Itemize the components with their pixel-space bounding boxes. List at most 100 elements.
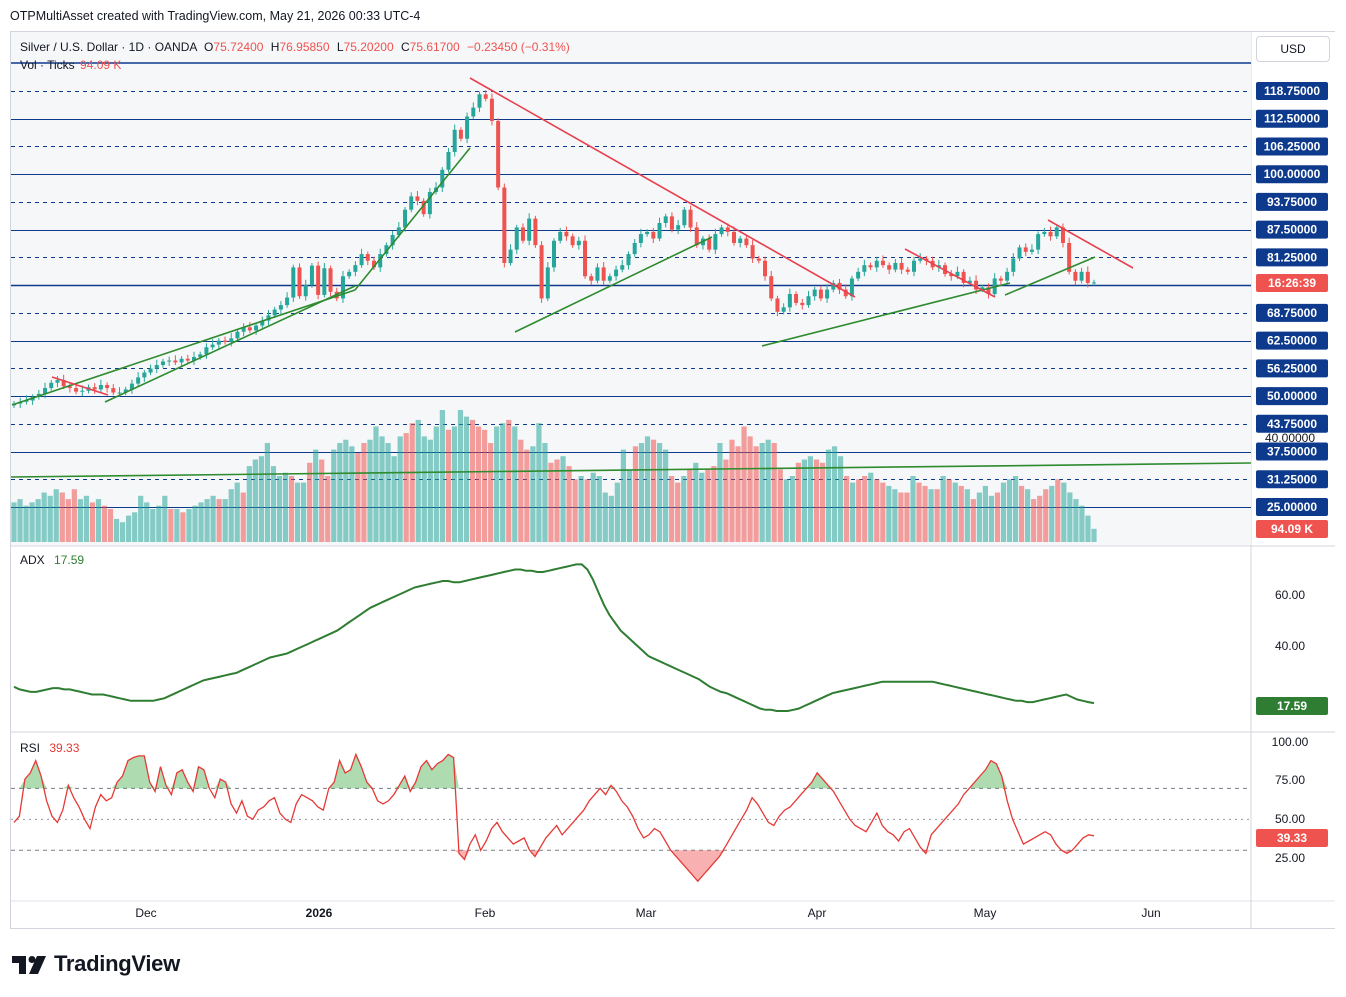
candle-body — [365, 254, 370, 261]
volume-bar — [204, 499, 210, 542]
volume-bar — [602, 492, 608, 542]
volume-bar — [126, 515, 132, 542]
volume-bar — [1043, 489, 1049, 542]
volume-bar — [753, 446, 759, 542]
volume-bar — [850, 482, 856, 542]
candle-body — [552, 240, 556, 268]
volume-bar — [1061, 482, 1067, 542]
candle-body — [24, 400, 29, 402]
volume-bar — [759, 443, 765, 542]
candle-body — [856, 271, 861, 279]
volume-bar — [687, 469, 693, 542]
candle-body — [899, 262, 904, 270]
symbol-title[interactable]: Silver / U.S. Dollar · 1D · OANDA — [20, 40, 197, 54]
volume-bar — [620, 449, 626, 542]
candle-body — [471, 107, 476, 117]
trend-line — [469, 77, 856, 298]
volume-bar — [1025, 489, 1031, 542]
candle-body — [309, 265, 314, 286]
volume-bar — [693, 462, 699, 542]
candle-body — [570, 236, 575, 246]
volume-bar — [319, 459, 325, 542]
volume-bar — [23, 505, 29, 542]
candle-body — [67, 386, 72, 389]
candle-body — [694, 227, 699, 246]
candle-body — [775, 298, 780, 312]
candle-body — [117, 392, 122, 394]
trend-line — [11, 289, 356, 406]
low-label: L — [336, 40, 344, 54]
volume-label[interactable]: Vol · Ticks — [20, 58, 75, 72]
candle-body — [837, 282, 842, 290]
volume-bar — [228, 489, 234, 542]
candle-body — [1042, 231, 1047, 235]
candle-body — [92, 387, 97, 390]
volume-bar — [644, 436, 651, 542]
candle-body — [136, 377, 141, 384]
candle-body — [626, 254, 631, 266]
candle-body — [707, 238, 712, 250]
candle-body — [1067, 242, 1072, 272]
volume-bar — [1006, 479, 1013, 542]
volume-bar — [107, 509, 114, 542]
volume-bar — [246, 466, 252, 542]
volume-bar — [421, 436, 427, 542]
volume-bar — [632, 446, 639, 542]
tradingview-logo[interactable]: TradingView — [12, 951, 180, 977]
level-price: 31.25000 — [1267, 472, 1317, 486]
candle-body — [396, 227, 401, 235]
volume-bar — [216, 499, 222, 542]
candle-body — [489, 98, 494, 121]
candle-body — [297, 267, 302, 297]
volume-bar — [735, 446, 741, 542]
volume-bar — [608, 495, 614, 542]
level-price: 50.00000 — [1267, 389, 1317, 403]
volume-bar — [475, 426, 482, 542]
candle-body — [465, 116, 470, 139]
volume-bar — [898, 492, 904, 542]
currency-button[interactable]: USD — [1256, 36, 1330, 62]
adx-legend: ADX 17.59 — [20, 553, 84, 567]
volume-bar — [282, 472, 289, 542]
volume-bar — [355, 452, 361, 542]
candle-body — [285, 297, 290, 306]
adx-label[interactable]: ADX — [20, 553, 45, 567]
level-price: 37.50000 — [1267, 445, 1317, 459]
rsi-label[interactable]: RSI — [20, 741, 41, 755]
volume-bar — [101, 505, 108, 542]
candle-body — [545, 267, 550, 299]
volume-bar — [590, 472, 596, 542]
candle-body — [496, 120, 501, 188]
volume-bar — [427, 439, 433, 542]
candle-body — [905, 269, 910, 272]
adx-value: 17.59 — [54, 553, 85, 567]
volume-bar — [566, 466, 572, 542]
volume-bar — [548, 462, 554, 542]
volume-bar — [675, 482, 681, 542]
candle-body — [123, 389, 128, 393]
volume-bar — [1012, 476, 1019, 542]
candle-body — [272, 309, 277, 316]
candle-body — [645, 231, 650, 235]
volume-bar — [874, 479, 880, 542]
volume-bar — [831, 446, 838, 542]
price-legend: Silver / U.S. Dollar · 1D · OANDA O75.72… — [20, 40, 570, 54]
candle-body — [142, 372, 147, 378]
volume-bar — [717, 443, 723, 542]
candle-body — [384, 245, 389, 255]
candle-body — [1092, 282, 1096, 284]
candle-body — [483, 94, 488, 99]
volume-bar — [174, 509, 180, 542]
candle-body — [682, 209, 687, 226]
time-axis-label: Jun — [1141, 906, 1160, 920]
candle-body — [415, 196, 420, 201]
candle-body — [61, 380, 66, 387]
candle-body — [173, 360, 178, 363]
adx-axis-label: 60.00 — [1275, 588, 1305, 602]
volume-value: 94.09 K — [80, 58, 122, 72]
volume-bar — [482, 429, 488, 542]
candle-body — [452, 129, 457, 153]
volume-bar — [663, 449, 669, 542]
volume-bar — [771, 443, 777, 542]
